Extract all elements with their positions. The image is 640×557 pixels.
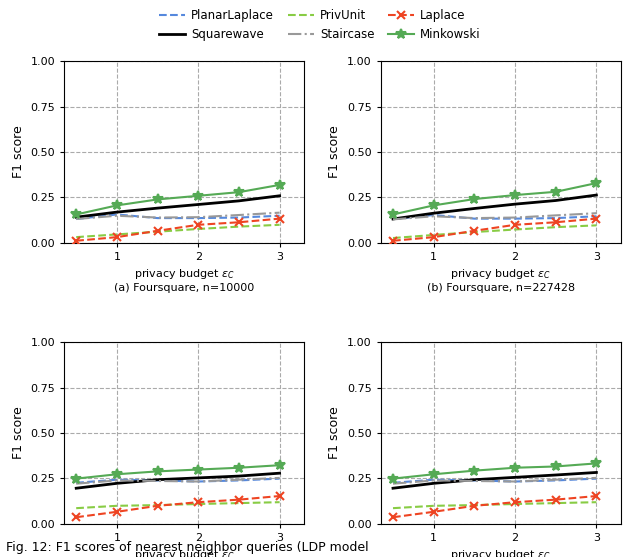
Legend: PlanarLaplace, Squarewave, PrivUnit, Staircase, Laplace, Minkowski: PlanarLaplace, Squarewave, PrivUnit, Sta… [156,6,484,45]
Y-axis label: F1 score: F1 score [328,125,342,178]
X-axis label: privacy budget $\epsilon_C$
(d) Gowalla, n=138368: privacy budget $\epsilon_C$ (d) Gowalla,… [436,548,566,557]
X-axis label: privacy budget $\epsilon_C$
(c) Gowalla, n=10000: privacy budget $\epsilon_C$ (c) Gowalla,… [124,548,244,557]
Text: Fig. 12: F1 scores of nearest neighbor queries (LDP model: Fig. 12: F1 scores of nearest neighbor q… [6,541,369,554]
X-axis label: privacy budget $\epsilon_C$
(b) Foursquare, n=227428: privacy budget $\epsilon_C$ (b) Foursqua… [427,267,575,293]
X-axis label: privacy budget $\epsilon_C$
(a) Foursquare, n=10000: privacy budget $\epsilon_C$ (a) Foursqua… [114,267,254,293]
Y-axis label: F1 score: F1 score [12,407,25,460]
Y-axis label: F1 score: F1 score [328,407,342,460]
Y-axis label: F1 score: F1 score [12,125,25,178]
